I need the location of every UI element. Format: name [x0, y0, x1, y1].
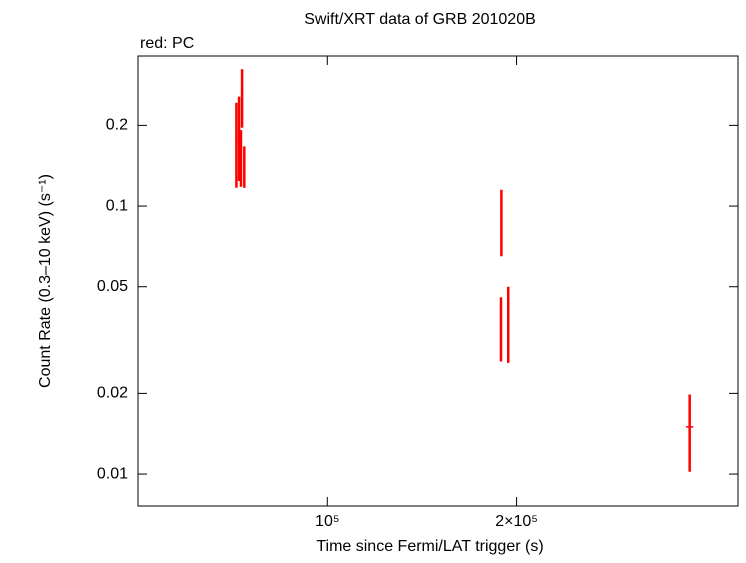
x-axis-label: Time since Fermi/LAT trigger (s)	[316, 538, 543, 555]
y-tick-label: 0.02	[97, 385, 128, 402]
x-tick-label: 10⁵	[315, 513, 339, 530]
chart-title: Swift/XRT data of GRB 201020B	[304, 11, 536, 28]
y-tick-label: 0.2	[106, 117, 128, 134]
y-tick-label: 0.05	[97, 278, 128, 295]
y-axis-label: Count Rate (0.3–10 keV) (s⁻¹)	[37, 174, 54, 388]
annotation: red: PC	[140, 35, 194, 52]
y-tick-label: 0.1	[106, 197, 128, 214]
y-tick-label: 0.01	[97, 465, 128, 482]
plot-frame	[137, 55, 739, 507]
x-tick-label: 2×10⁵	[495, 513, 538, 530]
